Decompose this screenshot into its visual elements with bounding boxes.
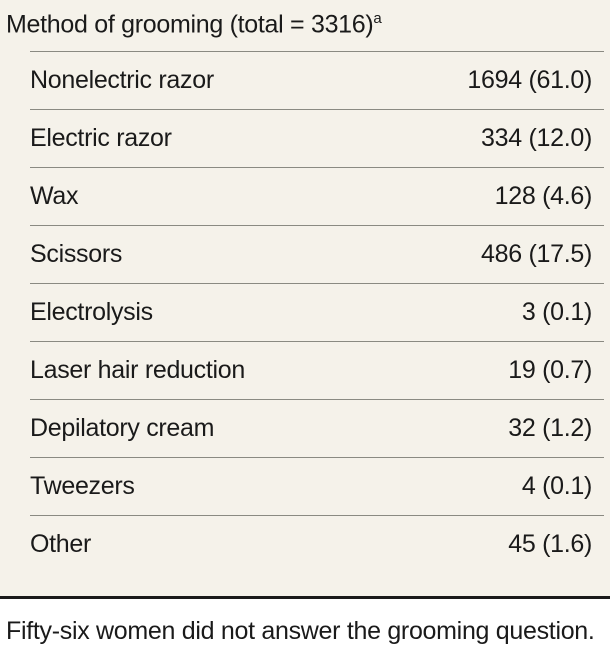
row-value: 45 (1.6) — [508, 530, 592, 559]
row-value: 19 (0.7) — [508, 356, 592, 385]
table-row: Electrolysis 3 (0.1) — [30, 283, 604, 341]
table-row: Electric razor 334 (12.0) — [30, 109, 604, 167]
row-value: 4 (0.1) — [522, 472, 592, 501]
row-label: Electric razor — [30, 124, 481, 153]
header-total: 3316 — [311, 10, 365, 38]
header-superscript: a — [373, 10, 381, 27]
row-label: Electrolysis — [30, 298, 522, 327]
header-prefix: Method of grooming (total = — [6, 10, 311, 38]
row-label: Depilatory cream — [30, 414, 508, 443]
row-label: Laser hair reduction — [30, 356, 508, 385]
table-header: Method of grooming (total = 3316)a — [0, 0, 610, 51]
row-label: Wax — [30, 182, 495, 211]
table-container: Method of grooming (total = 3316)a Nonel… — [0, 0, 610, 664]
row-value: 3 (0.1) — [522, 298, 592, 327]
table-row: Laser hair reduction 19 (0.7) — [30, 341, 604, 399]
table-row: Scissors 486 (17.5) — [30, 225, 604, 283]
row-value: 128 (4.6) — [495, 182, 592, 211]
row-value: 1694 (61.0) — [467, 66, 592, 95]
table-row: Tweezers 4 (0.1) — [30, 457, 604, 515]
row-value: 334 (12.0) — [481, 124, 592, 153]
footer-section: Fifty-six women did not answer the groom… — [0, 596, 610, 664]
row-value: 486 (17.5) — [481, 240, 592, 269]
table-row: Depilatory cream 32 (1.2) — [30, 399, 604, 457]
row-label: Tweezers — [30, 472, 522, 501]
table-row: Wax 128 (4.6) — [30, 167, 604, 225]
footer-note: Fifty-six women did not answer the groom… — [6, 617, 604, 646]
table-row: Other 45 (1.6) — [30, 515, 604, 573]
row-label: Other — [30, 530, 508, 559]
table-row: Nonelectric razor 1694 (61.0) — [30, 51, 604, 109]
row-label: Scissors — [30, 240, 481, 269]
row-label: Nonelectric razor — [30, 66, 467, 95]
table-body: Nonelectric razor 1694 (61.0) Electric r… — [0, 51, 610, 596]
row-value: 32 (1.2) — [508, 414, 592, 443]
